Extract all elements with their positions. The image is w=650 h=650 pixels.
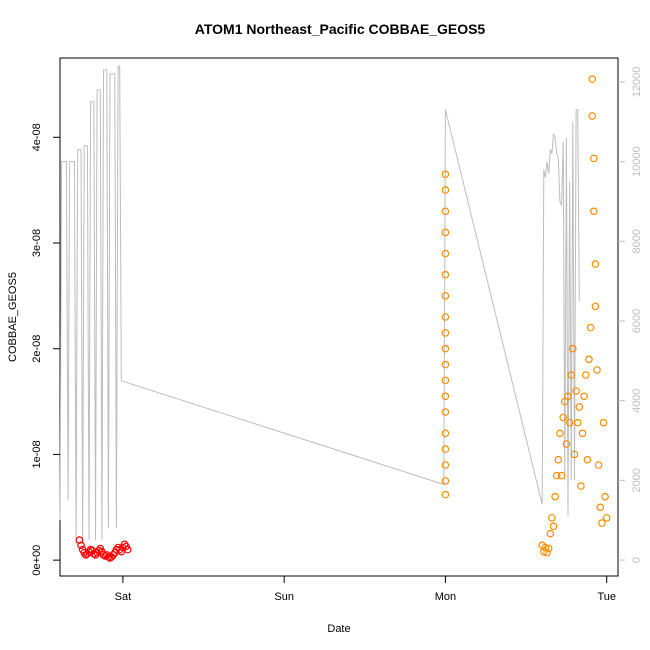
- data-point-orange: [572, 387, 580, 395]
- x-tick-label: Sat: [115, 591, 132, 603]
- y-tick-label: 2e-08: [31, 335, 43, 363]
- plot-frame: [59, 57, 619, 577]
- data-point-orange: [557, 471, 566, 480]
- data-point-orange: [583, 455, 592, 464]
- data-point-orange: [586, 323, 595, 332]
- data-point-orange: [588, 112, 597, 120]
- data-point-orange: [589, 154, 598, 163]
- data-point-orange: [441, 329, 450, 337]
- data-point-orange: [591, 260, 600, 268]
- data-point-red: [94, 546, 103, 555]
- x-axis-label: Date: [327, 623, 350, 635]
- altitude-line: [59, 65, 580, 545]
- data-point-orange: [560, 397, 569, 406]
- data-point-orange: [580, 392, 588, 401]
- data-point-orange: [598, 519, 606, 527]
- y-axis-label: COBBAE_GEOS5: [7, 272, 19, 362]
- y-axis-left: 0e+00 1e-08 2e-08 3e-08 4e-08: [31, 123, 60, 576]
- chart-title: ATOM1 Northeast_Pacific COBBAE_GEOS5: [195, 21, 486, 37]
- data-point-orange: [544, 544, 553, 553]
- data-point-orange: [588, 75, 597, 83]
- data-point-orange: [593, 366, 601, 374]
- data-point-orange: [441, 408, 450, 416]
- data-point-orange: [564, 392, 572, 401]
- data-point-orange: [602, 514, 611, 522]
- data-point-red: [123, 545, 132, 554]
- data-point-orange: [441, 360, 450, 369]
- y2-tick-label: 12000: [631, 67, 643, 98]
- data-point-orange: [441, 228, 450, 237]
- x-tick-label: Tue: [597, 591, 616, 603]
- data-point-orange: [549, 522, 558, 531]
- data-point-orange: [575, 403, 584, 411]
- data-point-orange: [441, 270, 450, 279]
- data-point-orange: [551, 492, 559, 501]
- data-point-orange: [589, 207, 598, 216]
- data-point-red: [75, 536, 84, 544]
- data-point-red: [85, 547, 93, 556]
- data-point-red: [80, 548, 89, 557]
- data-point-orange: [543, 548, 551, 557]
- data-point-orange: [541, 543, 550, 552]
- data-point-orange: [441, 207, 450, 216]
- data-point-orange: [441, 461, 450, 469]
- data-point-orange: [441, 490, 450, 499]
- data-point-red: [109, 551, 118, 559]
- data-point-orange: [596, 503, 605, 512]
- y2-tick-label: 8000: [631, 229, 643, 253]
- x-tick-label: Sun: [274, 591, 294, 603]
- data-point-orange: [441, 313, 450, 321]
- data-point-orange: [441, 170, 450, 179]
- data-point-orange: [441, 392, 450, 401]
- data-point-orange: [441, 249, 450, 258]
- data-point-red: [104, 553, 113, 561]
- data-point-orange: [546, 529, 555, 538]
- data-point-orange: [601, 492, 609, 501]
- y2-tick-label: 0: [631, 557, 643, 563]
- data-point-orange: [554, 455, 563, 464]
- data-point-orange: [441, 186, 450, 194]
- data-point-orange: [577, 482, 585, 490]
- x-tick-label: Mon: [435, 591, 456, 603]
- y-axis-right: 0 2000 4000 6000 8000 10000 12000: [618, 67, 643, 563]
- data-point-orange: [441, 445, 450, 453]
- data-point-orange: [591, 302, 600, 311]
- data-point-red: [77, 541, 85, 550]
- data-point-orange: [441, 477, 450, 485]
- data-point-orange: [441, 344, 450, 353]
- data-point-orange: [548, 514, 556, 522]
- data-point-orange: [585, 355, 593, 364]
- data-point-orange: [441, 429, 450, 438]
- data-point-orange: [556, 429, 564, 438]
- data-point-orange: [559, 413, 568, 422]
- y-tick-label: 4e-08: [31, 123, 43, 151]
- data-point-orange: [562, 440, 571, 448]
- y2-tick-label: 10000: [631, 146, 643, 177]
- data-point-orange: [552, 471, 561, 480]
- y2-tick-label: 2000: [631, 468, 643, 492]
- y-tick-label: 3e-08: [31, 229, 43, 257]
- data-point-orange: [573, 418, 582, 427]
- y2-tick-label: 4000: [631, 388, 643, 412]
- data-point-orange: [581, 371, 590, 379]
- data-point-orange: [441, 292, 450, 300]
- data-point-orange: [565, 418, 574, 427]
- data-point-red: [120, 540, 129, 549]
- data-point-orange: [568, 344, 577, 353]
- data-point-orange: [599, 418, 608, 427]
- y-tick-label: 1e-08: [31, 440, 43, 468]
- x-axis: Sat Sun Mon Tue: [115, 576, 616, 603]
- data-point-orange: [594, 461, 603, 469]
- y-tick-label: 0e+00: [31, 545, 43, 576]
- data-point-red: [112, 545, 121, 554]
- data-point-orange: [441, 376, 450, 385]
- data-points-layer: [75, 75, 611, 562]
- y2-tick-label: 6000: [631, 309, 643, 333]
- data-point-orange: [578, 429, 587, 438]
- altitude-line-layer: [59, 65, 580, 545]
- data-point-orange: [570, 450, 579, 459]
- data-point-red: [117, 547, 126, 556]
- data-point-orange: [567, 371, 576, 379]
